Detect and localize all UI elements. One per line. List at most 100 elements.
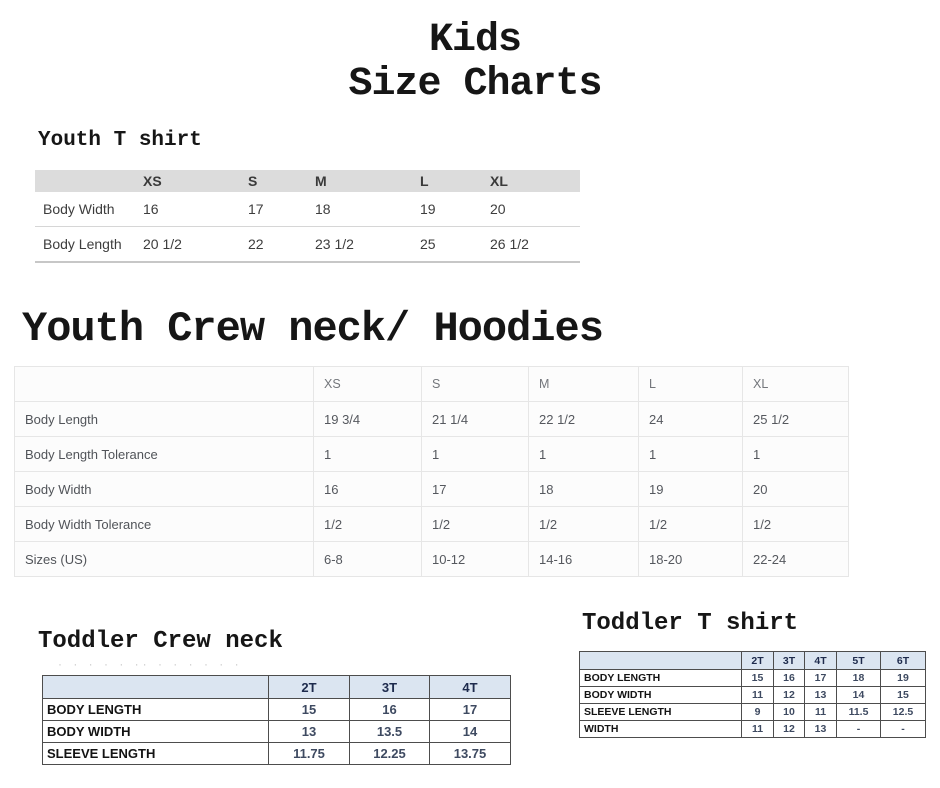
column-header: 3T <box>773 651 805 670</box>
size-value-cell: 17 <box>240 192 307 227</box>
column-header: 5T <box>836 651 881 670</box>
size-value-cell: 6-8 <box>313 541 422 577</box>
table-row: SLEEVE LENGTH 11.75 12.25 13.75 <box>42 742 511 765</box>
size-value-cell: 12.5 <box>880 703 926 721</box>
table-row: BODY LENGTH 15 16 17 <box>42 698 511 721</box>
column-header: 3T <box>349 675 430 699</box>
size-value-cell: 21 1/4 <box>421 401 529 437</box>
size-value-cell: 10 <box>773 703 805 721</box>
header-row: XS S M L XL <box>35 170 580 192</box>
column-header: 2T <box>741 651 774 670</box>
size-value-cell: - <box>880 720 926 738</box>
size-value-cell: 18 <box>307 192 412 227</box>
toddler-tshirt-table: 2T 3T 4T 5T 6T BODY LENGTH 15 16 17 18 19 BODY WIDT… <box>579 651 926 738</box>
size-value-cell: 17 <box>429 698 511 721</box>
size-value-cell: 19 3/4 <box>313 401 422 437</box>
size-value-cell: 17 <box>421 471 529 507</box>
row-label: SLEEVE LENGTH <box>579 703 742 721</box>
column-header: M <box>528 366 639 402</box>
table-row: Body Length Tolerance 1 1 1 1 1 <box>14 436 849 472</box>
size-value-cell: 1 <box>421 436 529 472</box>
column-header: XS <box>313 366 422 402</box>
size-value-cell: 20 <box>482 192 580 227</box>
size-value-cell: 26 1/2 <box>482 226 580 263</box>
row-label: BODY WIDTH <box>42 720 269 743</box>
header-row: 2T 3T 4T <box>42 675 511 699</box>
size-value-cell: 16 <box>349 698 430 721</box>
size-value-cell: 11 <box>741 720 774 738</box>
size-value-cell: 12 <box>773 720 805 738</box>
row-label: Body Width <box>35 192 135 227</box>
column-header: S <box>421 366 529 402</box>
page-title-line-1: Kids <box>428 18 522 63</box>
table-row: Sizes (US) 6-8 10-12 14-16 18-20 22-24 <box>14 541 849 577</box>
row-label: Sizes (US) <box>14 541 314 577</box>
faded-text-artifact: · · · · · ·· · · · · · · <box>58 657 243 671</box>
column-header: L <box>638 366 743 402</box>
corner-cell <box>14 366 314 402</box>
size-value-cell: 22-24 <box>742 541 849 577</box>
size-value-cell: 13 <box>268 720 350 743</box>
size-value-cell: 14 <box>836 686 881 704</box>
size-value-cell: 1/2 <box>313 506 422 542</box>
size-value-cell: 10-12 <box>421 541 529 577</box>
page-title: Kids Size Charts <box>0 19 940 107</box>
table-row: BODY WIDTH 11 12 13 14 15 <box>579 686 926 704</box>
table-row: WIDTH 11 12 13- - <box>579 720 926 738</box>
size-value-cell: 23 1/2 <box>307 226 412 263</box>
corner-cell <box>579 651 742 670</box>
size-value-cell: 14 <box>429 720 511 743</box>
row-label: Body Width <box>14 471 314 507</box>
size-value-cell: 22 <box>240 226 307 263</box>
table-row: BODY WIDTH 13 13.5 14 <box>42 720 511 743</box>
youth-crew-heading: Youth Crew neck/ Hoodies <box>22 305 604 353</box>
column-header: 4T <box>429 675 511 699</box>
toddler-tshirt-heading: Toddler T shirt <box>582 610 799 637</box>
row-label: Body Length <box>14 401 314 437</box>
size-value-cell: 11.5 <box>836 703 881 721</box>
column-header: XL <box>482 170 580 192</box>
size-value-cell: 22 1/2 <box>528 401 639 437</box>
size-value-cell: 1/2 <box>528 506 639 542</box>
size-value-cell: 25 <box>412 226 482 263</box>
size-value-cell: 24 <box>638 401 743 437</box>
size-value-cell: 13.5 <box>349 720 430 743</box>
column-header: 4T <box>804 651 837 670</box>
size-value-cell: 1/2 <box>421 506 529 542</box>
size-value-cell: 1 <box>638 436 743 472</box>
table-row: Body Length 20 1/2 22 23 1/2 25 26 1/2 <box>35 226 580 263</box>
size-value-cell: 11.75 <box>268 742 350 765</box>
table-row: SLEEVE LENGTH 9 10 11 11.5 12.5 <box>579 703 926 721</box>
size-value-cell: 12 <box>773 686 805 704</box>
header-row: 2T 3T 4T 5T 6T <box>579 651 926 670</box>
size-value-cell: 12.25 <box>349 742 430 765</box>
size-value-cell: 19 <box>880 669 926 687</box>
size-value-cell: 1/2 <box>742 506 849 542</box>
size-value-cell: 1 <box>528 436 639 472</box>
size-value-cell: 15 <box>268 698 350 721</box>
row-label: Body Width Tolerance <box>14 506 314 542</box>
row-label: Body Length <box>35 226 135 263</box>
size-value-cell: 20 1/2 <box>135 226 240 263</box>
size-value-cell: 19 <box>412 192 482 227</box>
size-value-cell: 14-16 <box>528 541 639 577</box>
size-value-cell: 13 <box>804 720 837 738</box>
corner-cell <box>42 675 269 699</box>
size-value-cell: 16 <box>135 192 240 227</box>
column-header: 6T <box>880 651 926 670</box>
row-label: Body Length Tolerance <box>14 436 314 472</box>
table-row: Body Width 16 17 18 19 20 <box>35 192 580 227</box>
header-row: XS S M L XL <box>14 366 849 402</box>
size-value-cell: - <box>836 720 881 738</box>
size-value-cell: 1 <box>313 436 422 472</box>
size-value-cell: 20 <box>742 471 849 507</box>
youth-crew-table: XS S M L XL Body Length 19 3/4 21 1/4 22 1/2 24 25… <box>14 366 849 577</box>
row-label: BODY LENGTH <box>42 698 269 721</box>
table-row: Body Width 16 17 18 19 20 <box>14 471 849 507</box>
size-value-cell: 11 <box>804 703 837 721</box>
row-label: BODY LENGTH <box>579 669 742 687</box>
toddler-crew-table: 2T 3T 4T BODY LENGTH 15 16 17 BODY WIDTH 13 13.5 1… <box>42 675 511 765</box>
youth-tshirt-heading: Youth T shirt <box>38 129 202 152</box>
column-header: 2T <box>268 675 350 699</box>
